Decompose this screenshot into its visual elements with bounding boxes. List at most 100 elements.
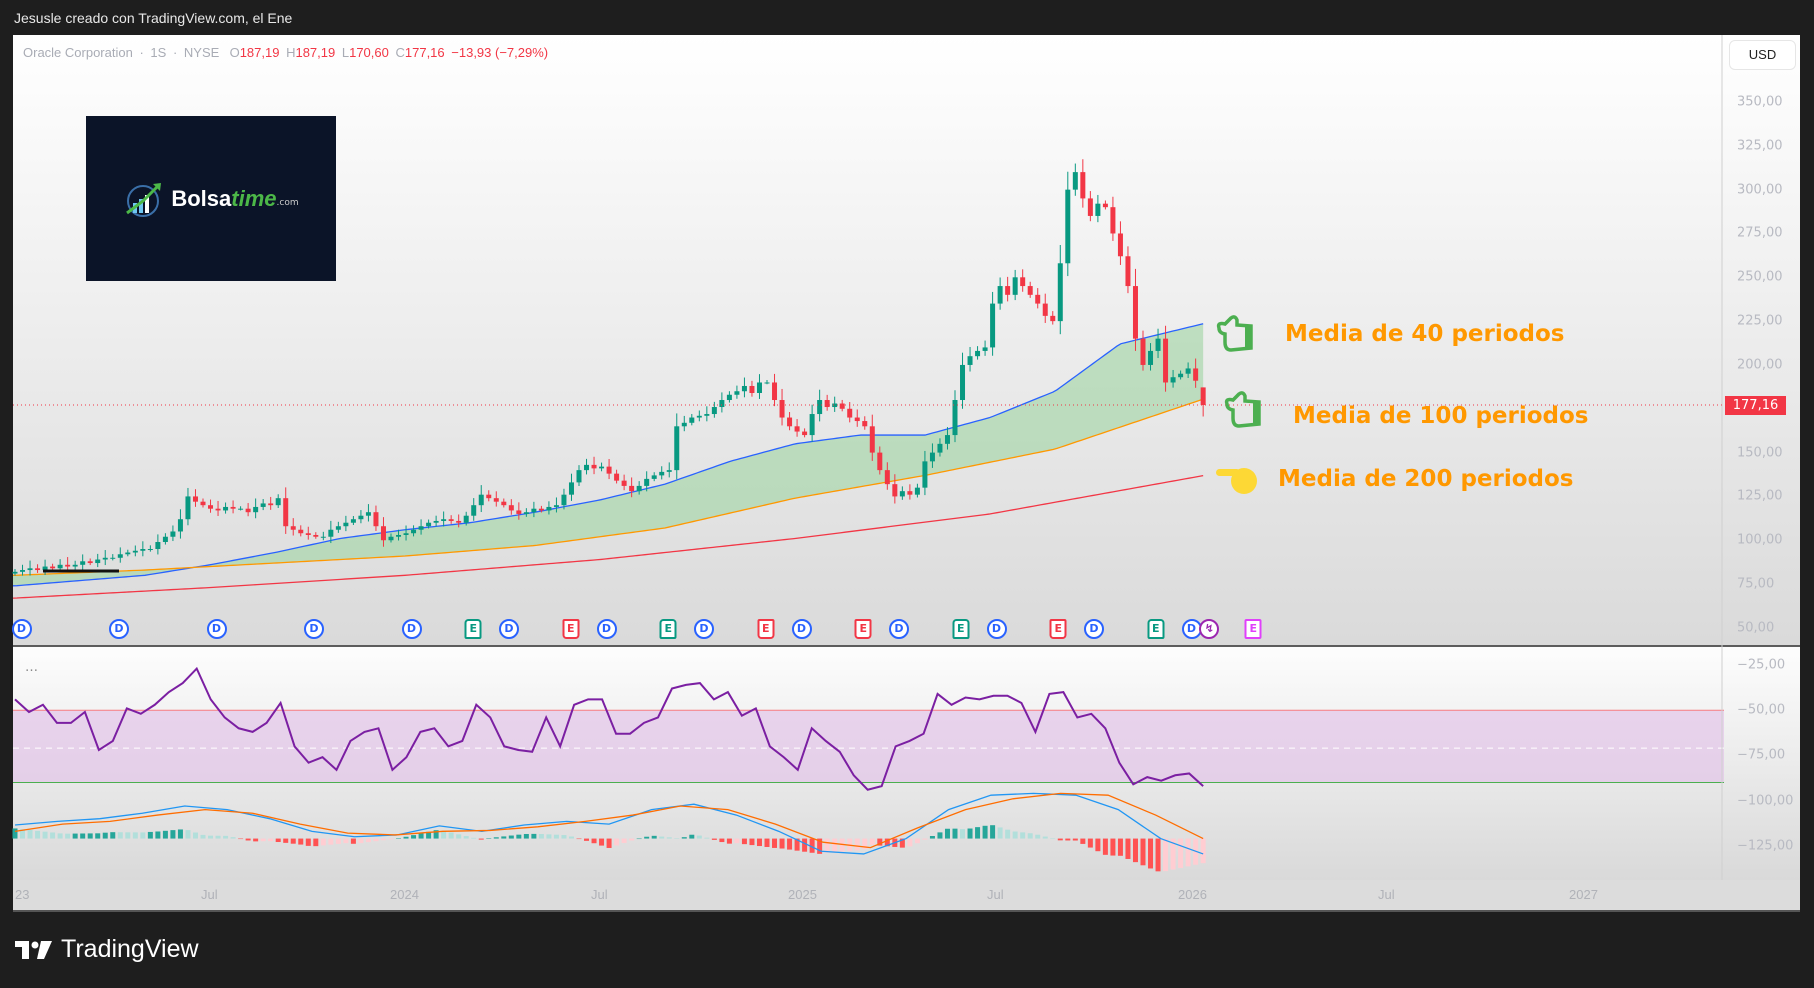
indicator-menu-button[interactable]: … xyxy=(25,660,38,675)
earnings-marker[interactable]: E xyxy=(1147,619,1165,639)
candle-body xyxy=(817,400,823,415)
dividend-marker[interactable]: D xyxy=(1181,619,1202,639)
dividend-marker[interactable]: D xyxy=(1084,619,1104,639)
candle-body xyxy=(253,506,259,513)
dividend-marker[interactable]: D xyxy=(206,619,227,639)
dividend-marker[interactable]: D xyxy=(889,619,909,639)
candle-body xyxy=(1193,368,1199,381)
candle-body xyxy=(350,519,356,523)
dividend-marker[interactable]: D xyxy=(986,619,1007,639)
dividend-marker[interactable]: D xyxy=(499,619,519,639)
annotation-ma40[interactable]: Media de 40 periodos xyxy=(1285,321,1565,347)
dividend-marker[interactable]: D xyxy=(401,619,422,639)
dividend-marker[interactable]: D xyxy=(11,619,32,639)
candle xyxy=(388,533,394,543)
candle-body xyxy=(230,506,236,509)
histogram-bar xyxy=(614,838,620,846)
histogram-bar xyxy=(914,838,920,844)
candle xyxy=(245,503,251,517)
candle xyxy=(756,374,762,399)
candle-body xyxy=(508,505,514,511)
candle-body xyxy=(1057,263,1063,322)
candle-body xyxy=(1050,315,1056,322)
candle-body xyxy=(80,561,86,565)
histogram-bar xyxy=(651,835,657,839)
price-tick-label: 50,00 xyxy=(1737,620,1775,636)
logo-suffix: .com xyxy=(276,197,299,208)
candle xyxy=(1148,343,1154,371)
histogram-bar xyxy=(177,829,183,839)
candle-body xyxy=(787,417,793,427)
histogram-bar xyxy=(997,827,1003,839)
candle-body xyxy=(283,498,289,527)
histogram-bar xyxy=(907,838,913,847)
histogram-bar xyxy=(215,835,221,839)
candle xyxy=(696,410,702,422)
histogram-bar xyxy=(975,827,981,839)
candle xyxy=(629,477,635,498)
candle-body xyxy=(275,498,281,506)
tradingview-logo[interactable]: TradingView xyxy=(15,935,199,964)
annotation-ma200[interactable]: Media de 200 periodos xyxy=(1278,466,1574,492)
dividend-marker[interactable]: D xyxy=(791,619,812,639)
currency-button[interactable]: USD xyxy=(1729,40,1796,70)
candle-body xyxy=(636,485,642,492)
histogram-bar xyxy=(802,838,808,852)
histogram-bar xyxy=(50,832,56,839)
histogram-bar xyxy=(1042,836,1048,839)
histogram-bar xyxy=(741,838,747,845)
symbol-name[interactable]: Oracle Corporation xyxy=(23,45,133,60)
candle-body xyxy=(952,400,958,436)
earnings-marker[interactable]: E xyxy=(757,619,775,639)
histogram-bar xyxy=(365,838,371,843)
candle xyxy=(621,474,627,491)
earnings-marker[interactable]: E xyxy=(1244,619,1262,639)
candle-body xyxy=(907,491,913,495)
candle xyxy=(666,462,672,478)
annotation-ma100[interactable]: Media de 100 periodos xyxy=(1293,403,1589,429)
candle-body xyxy=(1155,338,1161,351)
histogram-bar xyxy=(403,836,409,839)
indicator-tick-label: −125,00 xyxy=(1737,838,1794,854)
earnings-marker[interactable]: E xyxy=(562,619,580,639)
candle xyxy=(523,508,529,517)
histogram-bar xyxy=(832,838,838,853)
histogram-bar xyxy=(734,838,740,844)
dividend-marker[interactable]: D xyxy=(109,619,129,639)
candle xyxy=(290,518,296,536)
histogram-bar xyxy=(982,825,988,839)
dividend-marker[interactable]: D xyxy=(596,619,617,639)
candle xyxy=(1140,330,1146,371)
earnings-marker[interactable]: E xyxy=(1049,619,1067,639)
candle xyxy=(1102,200,1108,210)
histogram-bar xyxy=(230,837,236,839)
dividend-marker[interactable]: D xyxy=(694,619,714,639)
ma-fill-area xyxy=(13,323,1204,586)
earnings-marker[interactable]: E xyxy=(952,619,970,639)
candle xyxy=(1057,244,1063,335)
candle xyxy=(1012,269,1018,301)
time-axis[interactable] xyxy=(13,880,1800,912)
dividend-marker[interactable]: D xyxy=(304,619,324,639)
candle-body xyxy=(869,426,875,453)
split-marker[interactable]: ↯ xyxy=(1199,619,1220,639)
earnings-marker[interactable]: E xyxy=(854,619,872,639)
earnings-marker[interactable]: E xyxy=(464,619,482,639)
earnings-marker[interactable]: E xyxy=(659,619,677,639)
candle-body xyxy=(892,484,898,497)
candle xyxy=(320,531,326,541)
histogram-bar xyxy=(170,830,176,839)
histogram-bar xyxy=(275,838,281,843)
candle xyxy=(170,525,176,542)
candle-body xyxy=(1185,368,1191,374)
candle xyxy=(95,553,101,568)
candle-body xyxy=(538,508,544,511)
candle xyxy=(132,545,138,557)
candle-body xyxy=(418,526,424,530)
candle xyxy=(155,534,161,555)
candle xyxy=(802,428,808,438)
candle-body xyxy=(884,470,890,485)
high-label: H xyxy=(286,45,296,60)
histogram-bar xyxy=(57,833,63,839)
candle xyxy=(305,526,311,540)
